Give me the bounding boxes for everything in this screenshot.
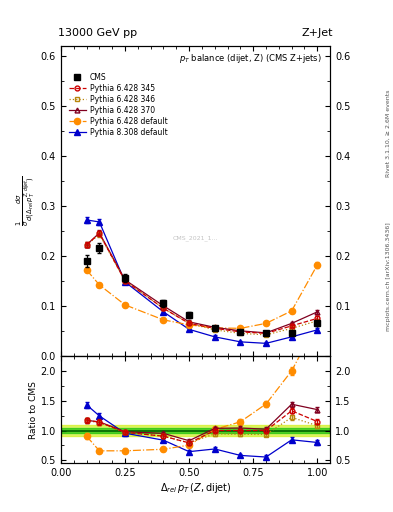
Legend: CMS, Pythia 6.428 345, Pythia 6.428 346, Pythia 6.428 370, Pythia 6.428 default,: CMS, Pythia 6.428 345, Pythia 6.428 346,… — [68, 72, 169, 138]
X-axis label: $\Delta_{rel}\,p_T\,(Z,\mathrm{dijet})$: $\Delta_{rel}\,p_T\,(Z,\mathrm{dijet})$ — [160, 481, 231, 495]
Text: mcplots.cern.ch [arXiv:1306.3436]: mcplots.cern.ch [arXiv:1306.3436] — [386, 222, 391, 331]
Y-axis label: $\frac{1}{\sigma}\frac{d\sigma}{d(\Delta_{rel}\,p_T^{Z,dijet})}$: $\frac{1}{\sigma}\frac{d\sigma}{d(\Delta… — [14, 176, 37, 226]
Text: CMS_2021_1...: CMS_2021_1... — [173, 236, 218, 241]
Bar — [61, 428, 330, 434]
Text: Rivet 3.1.10, ≥ 2.6M events: Rivet 3.1.10, ≥ 2.6M events — [386, 90, 391, 177]
Text: 13000 GeV pp: 13000 GeV pp — [58, 28, 137, 38]
Text: Z+Jet: Z+Jet — [301, 28, 333, 38]
Bar — [61, 424, 330, 436]
Text: $p_T$ balance (dijet, Z) (CMS Z+jets): $p_T$ balance (dijet, Z) (CMS Z+jets) — [179, 52, 322, 65]
Y-axis label: Ratio to CMS: Ratio to CMS — [29, 380, 38, 439]
